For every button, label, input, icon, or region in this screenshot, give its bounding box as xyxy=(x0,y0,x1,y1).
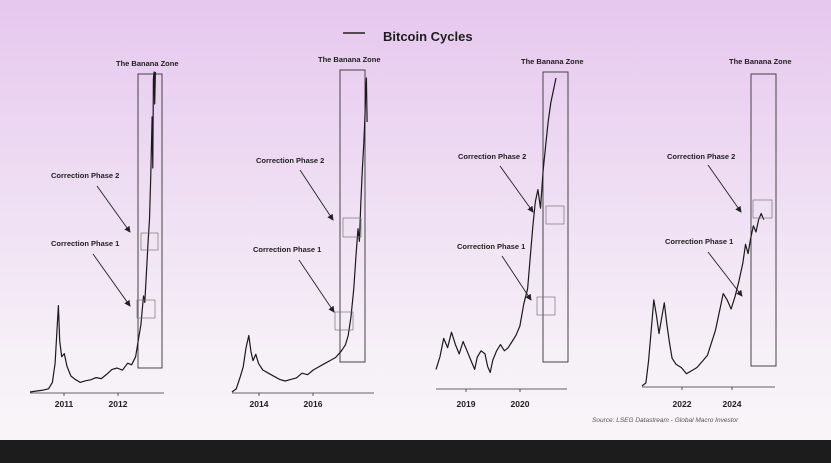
correction-phase-2-box xyxy=(342,217,362,238)
x-tick-label: 2014 xyxy=(250,399,269,409)
price-line xyxy=(231,77,368,393)
x-tick-label: 2012 xyxy=(109,399,128,409)
correction-phase-2-box xyxy=(752,199,773,219)
price-line xyxy=(29,71,156,393)
bottom-strip xyxy=(0,440,831,463)
price-line xyxy=(641,212,765,387)
panel-3: The Banana Zone Correction Phase 2 Correct… xyxy=(435,57,584,409)
correction-phase-1-label: Correction Phase 1 xyxy=(665,237,733,246)
banana-zone-label: The Banana Zone xyxy=(729,57,792,66)
panel-2: The Banana Zone Correction Phase 2 Correct… xyxy=(231,55,381,409)
banana-zone-box xyxy=(750,73,777,367)
banana-zone-box xyxy=(339,69,366,363)
correction-phase-1-box xyxy=(334,311,354,331)
correction-phase-1-label: Correction Phase 1 xyxy=(51,239,119,248)
correction-phase-1-arrow xyxy=(707,251,743,297)
correction-phase-2-box xyxy=(545,205,565,225)
banana-zone-label: The Banana Zone xyxy=(318,55,381,64)
x-tick-label: 2024 xyxy=(723,399,742,409)
correction-phase-1-arrow xyxy=(501,255,532,301)
banana-zone-box xyxy=(137,73,163,369)
panel-4: The Banana Zone Correction Phase 2 Correct… xyxy=(641,57,792,409)
x-tick-label: 2019 xyxy=(457,399,476,409)
x-tick-label: 2022 xyxy=(673,399,692,409)
chart-title: Bitcoin Cycles xyxy=(383,29,473,44)
correction-phase-2-arrow xyxy=(707,164,742,213)
correction-phase-2-label: Correction Phase 2 xyxy=(256,156,324,165)
correction-phase-1-arrow xyxy=(298,259,335,313)
chart-canvas: Bitcoin Cycles The Banana Zone Correction… xyxy=(29,29,792,424)
correction-phase-2-arrow xyxy=(499,165,534,213)
correction-phase-1-box xyxy=(136,299,156,319)
correction-phase-2-arrow xyxy=(96,185,131,233)
x-tick-label: 2016 xyxy=(304,399,323,409)
x-tick-label: 2020 xyxy=(511,399,530,409)
correction-phase-1-label: Correction Phase 1 xyxy=(457,242,525,251)
panel-1: The Banana Zone Correction Phase 2 Correct… xyxy=(29,59,179,409)
source-note: Source: LSEG Datastream - Global Macro I… xyxy=(592,417,739,424)
banana-zone-label: The Banana Zone xyxy=(521,57,584,66)
correction-phase-2-label: Correction Phase 2 xyxy=(458,152,526,161)
panels-group: The Banana Zone Correction Phase 2 Correct… xyxy=(29,55,792,409)
price-line xyxy=(435,77,557,374)
banana-zone-box xyxy=(542,71,569,363)
correction-phase-2-label: Correction Phase 2 xyxy=(667,152,735,161)
correction-phase-1-label: Correction Phase 1 xyxy=(253,245,321,254)
correction-phase-2-label: Correction Phase 2 xyxy=(51,171,119,180)
correction-phase-2-arrow xyxy=(299,169,334,221)
correction-phase-1-arrow xyxy=(92,253,131,307)
banana-zone-label: The Banana Zone xyxy=(116,59,179,68)
x-tick-label: 2011 xyxy=(55,399,74,409)
correction-phase-2-box xyxy=(140,232,159,251)
chart-card: Bitcoin Cycles The Banana Zone Correction… xyxy=(0,0,831,440)
correction-phase-1-box xyxy=(536,296,556,316)
